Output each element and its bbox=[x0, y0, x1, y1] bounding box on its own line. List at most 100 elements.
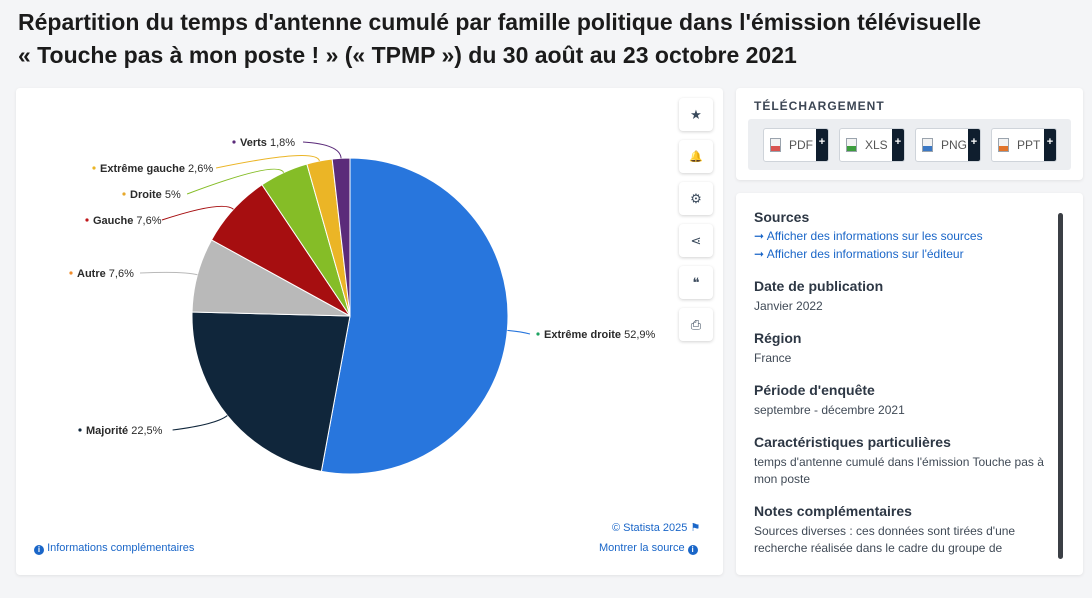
notification-button[interactable]: 🔔 bbox=[679, 140, 713, 173]
page-title: Répartition du temps d'antenne cumulé pa… bbox=[18, 6, 1078, 72]
slice-label-text: Autre 7,6% bbox=[77, 268, 134, 280]
plus-icon: + bbox=[892, 129, 904, 161]
slice-label: Gauche 7,6% bbox=[85, 205, 234, 227]
download-buttons: PDF + XLS + PNG + PPT + bbox=[748, 119, 1071, 170]
settings-button[interactable]: ⚙ bbox=[679, 182, 713, 215]
more-info-text: Informations complémentaires bbox=[47, 542, 195, 554]
xls-label: XLS bbox=[865, 138, 888, 152]
png-label: PNG bbox=[941, 138, 968, 152]
share-button[interactable]: ⋖ bbox=[679, 224, 713, 257]
pdf-label: PDF bbox=[789, 138, 813, 152]
slice-label-text: Droite 5% bbox=[130, 189, 181, 201]
survey-period-value: septembre - décembre 2021 bbox=[754, 403, 905, 417]
plus-icon: + bbox=[968, 129, 980, 161]
slice-label-text: Verts 1,8% bbox=[240, 137, 295, 149]
arrow-right-icon: ➞ bbox=[754, 229, 765, 243]
slice-label-text: Extrême droite 52,9% bbox=[544, 329, 655, 341]
ppt-file-icon bbox=[998, 138, 1009, 152]
sources-heading: Sources bbox=[754, 209, 810, 225]
pie-slice[interactable] bbox=[320, 157, 509, 475]
download-xls-button[interactable]: XLS + bbox=[839, 128, 905, 162]
slice-label: Majorité 22,5% bbox=[78, 415, 228, 437]
chart-card: Extrême droite 52,9% Majorité 22,5% Autre … bbox=[16, 88, 723, 575]
download-title: TÉLÉCHARGEMENT bbox=[754, 99, 885, 113]
pdf-file-icon-band bbox=[771, 146, 780, 151]
download-png-button[interactable]: PNG + bbox=[915, 128, 981, 162]
share-icon: ⋖ bbox=[690, 232, 702, 248]
quote-icon: ❝ bbox=[692, 274, 700, 290]
label-bullet bbox=[69, 271, 73, 275]
info-card: Sources ➞ Afficher des informations sur … bbox=[736, 193, 1083, 575]
flag-icon: ⚑ bbox=[690, 522, 701, 534]
pie-slice[interactable] bbox=[331, 157, 351, 317]
sources-link[interactable]: ➞ Afficher des informations sur les sour… bbox=[754, 229, 1054, 243]
slice-label: Extrême droite 52,9% bbox=[507, 329, 655, 341]
chart-toolbar: ★ 🔔 ⚙ ⋖ ❝ ⎙ bbox=[679, 98, 713, 350]
png-file-icon bbox=[922, 138, 933, 152]
features-heading: Caractéristiques particulières bbox=[754, 434, 951, 450]
slice-label: Verts 1,8% bbox=[232, 137, 342, 159]
pie-chart: Extrême droite 52,9% Majorité 22,5% Autre … bbox=[69, 137, 655, 475]
label-bullet bbox=[232, 140, 236, 144]
show-source-link[interactable]: Montrer la source i bbox=[599, 542, 698, 555]
leader-line bbox=[139, 271, 198, 276]
png-file-icon-band bbox=[923, 146, 932, 151]
print-icon: ⎙ bbox=[690, 316, 702, 332]
leader-line bbox=[507, 329, 531, 335]
label-bullet bbox=[85, 218, 89, 222]
title-line-1: Répartition du temps d'antenne cumulé pa… bbox=[18, 9, 982, 35]
slice-label: Extrême gauche 2,6% bbox=[92, 155, 320, 175]
ppt-file-icon-band bbox=[999, 146, 1008, 151]
notes-heading: Notes complémentaires bbox=[754, 503, 912, 519]
features-value: temps d'antenne cumulé dans l'émission T… bbox=[754, 455, 1044, 486]
xls-file-icon bbox=[846, 138, 857, 152]
download-card: TÉLÉCHARGEMENT PDF + XLS + PNG + PPT + bbox=[736, 88, 1083, 180]
info-icon: i bbox=[687, 545, 698, 555]
notes-value: Sources diverses : ces données sont tiré… bbox=[754, 524, 1016, 555]
leader-line bbox=[161, 205, 234, 221]
slice-label-text: Extrême gauche 2,6% bbox=[100, 163, 213, 175]
info-icon: i bbox=[34, 545, 44, 555]
leader-line bbox=[302, 141, 342, 159]
label-bullet bbox=[92, 166, 96, 170]
leader-line bbox=[172, 415, 228, 431]
editor-link[interactable]: ➞ Afficher des informations sur l'éditeu… bbox=[754, 247, 1054, 261]
title-line-2: « Touche pas à mon poste ! » (« TPMP ») … bbox=[18, 42, 797, 68]
leader-line bbox=[186, 168, 285, 195]
slice-label-text: Gauche 7,6% bbox=[93, 215, 162, 227]
leader-line bbox=[215, 155, 320, 169]
pdf-file-icon bbox=[770, 138, 781, 152]
label-bullet bbox=[78, 428, 82, 432]
statista-credit[interactable]: © Statista 2025 ⚑ bbox=[612, 521, 700, 534]
slice-label: Autre 7,6% bbox=[69, 268, 198, 280]
bell-icon: 🔔 bbox=[689, 151, 703, 163]
plus-icon: + bbox=[816, 129, 828, 161]
survey-period-heading: Période d'enquête bbox=[754, 382, 875, 398]
cite-button[interactable]: ❝ bbox=[679, 266, 713, 299]
label-bullet bbox=[122, 192, 126, 196]
slice-label-text: Majorité 22,5% bbox=[86, 425, 163, 437]
sources-link-text: Afficher des informations sur les source… bbox=[766, 229, 983, 243]
favorite-button[interactable]: ★ bbox=[679, 98, 713, 131]
label-bullet bbox=[536, 332, 540, 336]
more-info-link[interactable]: i Informations complémentaires bbox=[34, 542, 194, 555]
arrow-right-icon: ➞ bbox=[754, 247, 765, 261]
region-value: France bbox=[754, 351, 792, 365]
show-source-text: Montrer la source bbox=[599, 542, 685, 554]
star-icon: ★ bbox=[690, 106, 702, 122]
gear-icon: ⚙ bbox=[690, 190, 702, 206]
region-heading: Région bbox=[754, 330, 802, 346]
statista-credit-text: © Statista 2025 bbox=[612, 522, 688, 534]
slice-label: Droite 5% bbox=[122, 168, 285, 201]
publication-date-value: Janvier 2022 bbox=[754, 299, 823, 313]
info-scrollbar[interactable] bbox=[1058, 213, 1063, 559]
pie-slice[interactable] bbox=[191, 311, 351, 472]
ppt-label: PPT bbox=[1017, 138, 1041, 152]
download-pdf-button[interactable]: PDF + bbox=[763, 128, 829, 162]
xls-file-icon-band bbox=[847, 146, 856, 151]
publication-date-heading: Date de publication bbox=[754, 278, 884, 294]
print-button[interactable]: ⎙ bbox=[679, 308, 713, 341]
plus-icon: + bbox=[1044, 129, 1056, 161]
editor-link-text: Afficher des informations sur l'éditeur bbox=[766, 247, 964, 261]
download-ppt-button[interactable]: PPT + bbox=[991, 128, 1057, 162]
